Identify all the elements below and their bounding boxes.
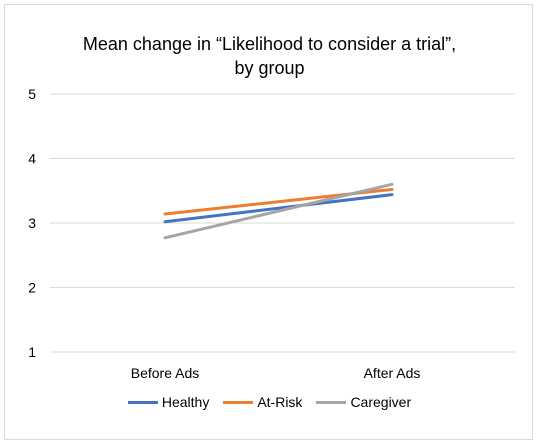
chart-frame [4, 4, 533, 440]
y-tick-label: 3 [28, 215, 36, 231]
chart-legend: Healthy At-Risk Caregiver [0, 394, 539, 410]
legend-label-at-risk: At-Risk [257, 394, 303, 410]
y-tick-label: 5 [28, 86, 36, 102]
y-tick-label: 1 [28, 344, 36, 360]
x-tick-label: Before Ads [131, 365, 200, 381]
y-tick-label: 2 [28, 280, 36, 296]
legend-item-at-risk: At-Risk [223, 394, 302, 410]
y-tick-label: 4 [28, 151, 36, 167]
chart-title: Mean change in “Likelihood to consider a… [0, 32, 539, 80]
series-line-caregiver [163, 182, 394, 240]
chart-title-line-2: by group [234, 58, 305, 78]
legend-item-caregiver: Caregiver [316, 394, 411, 410]
legend-label-caregiver: Caregiver [350, 394, 412, 410]
legend-swatch-healthy [127, 400, 158, 404]
series-line-healthy [163, 193, 394, 224]
legend-item-healthy: Healthy [127, 394, 210, 410]
x-tick-label: After Ads [364, 365, 421, 381]
legend-swatch-at-risk [223, 400, 254, 404]
chart-title-line-1: Mean change in “Likelihood to consider a… [82, 34, 457, 54]
legend-label-healthy: Healthy [161, 394, 210, 410]
legend-swatch-caregiver [316, 400, 347, 404]
